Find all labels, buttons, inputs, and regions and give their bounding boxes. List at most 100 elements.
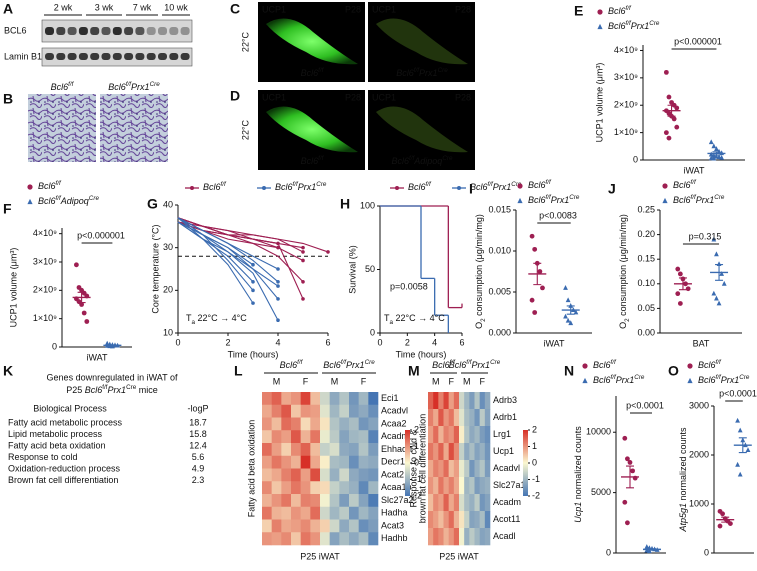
heatmap-cell — [453, 477, 460, 495]
blot-band — [112, 53, 122, 60]
heatmap-cell — [448, 494, 455, 512]
group-label: Bcl6f/f — [280, 359, 304, 370]
heatmap-cell — [474, 443, 480, 461]
histology-image — [28, 94, 96, 162]
row-label: Slc27a1 — [493, 480, 526, 490]
error-bar — [667, 104, 676, 117]
heatmap-cell — [469, 477, 475, 495]
heatmap-cell — [453, 528, 460, 546]
data-point — [79, 302, 84, 307]
heatmap-cell — [281, 443, 292, 457]
heatmap-cell — [281, 430, 292, 444]
text-part: f/f — [126, 81, 132, 88]
annotation: Ta 22°C → 4°C — [384, 313, 445, 326]
legend-label: Bcl6f/f — [203, 181, 227, 192]
heatmap-cell — [479, 511, 486, 529]
row-label: Adrb3 — [493, 395, 517, 405]
text-part: Prx1 — [108, 385, 127, 395]
heatmap-cell — [349, 455, 359, 469]
heatmap-cell — [339, 455, 350, 469]
text-part: f/f — [546, 179, 552, 186]
text-part: Prx1 — [131, 82, 150, 92]
text-part: Bcl6 — [51, 82, 69, 92]
heatmap-cell — [484, 409, 491, 427]
text-part: Cre — [490, 359, 501, 366]
table-title: P25 Bcl6f/fPrx1Cre mice — [66, 384, 157, 395]
text-part: Cre — [316, 181, 327, 188]
data-point — [625, 456, 630, 462]
y-tick-label: 0 — [52, 341, 57, 351]
heatmap-cell — [271, 468, 282, 482]
heatmap-cell — [291, 532, 301, 546]
heatmap-cell — [433, 392, 439, 410]
data-point — [714, 295, 719, 301]
text-part: Bcl6 — [593, 360, 611, 370]
heatmap-cell — [281, 481, 292, 495]
x-tick-label: iWAT — [684, 165, 705, 175]
heatmap-cell — [320, 481, 330, 495]
heatmap-cell — [300, 430, 311, 444]
heatmap-cell — [281, 417, 292, 431]
curve-end — [301, 297, 305, 301]
legend-label: Bcl6f/fPrx1Cre — [593, 374, 645, 385]
heatmap-cell — [479, 528, 486, 546]
error-bar — [715, 264, 724, 281]
histology-label: Bcl6f/f — [51, 81, 75, 92]
subgroup-label: F — [303, 376, 309, 386]
text-part: f/f — [466, 359, 472, 366]
y-tick-label: 4×10⁹ — [614, 45, 638, 55]
error-bar — [648, 548, 656, 551]
data-point — [719, 154, 725, 160]
y-tick-label: 0.15 — [637, 254, 655, 264]
legend-marker — [27, 198, 33, 205]
y-tick-label: 2000 — [689, 449, 709, 459]
text-part: Bcl6 — [528, 195, 546, 205]
heatmap-cell — [428, 477, 434, 495]
data-point — [84, 319, 90, 324]
heatmap-cell — [474, 460, 480, 478]
data-point — [565, 317, 571, 323]
heatmap-cell — [484, 477, 491, 495]
data-point — [663, 130, 669, 136]
y-tick-label: 4×10⁹ — [33, 228, 57, 238]
p-value: p<0.0083 — [539, 210, 577, 220]
text-part: f/f — [56, 180, 62, 187]
heatmap-cell — [459, 409, 465, 427]
text-part: Bcl6 — [673, 195, 691, 205]
panel-letter: B — [3, 91, 13, 107]
blot-band — [101, 53, 111, 60]
y-tick-label: 0 — [704, 547, 709, 557]
curve — [177, 217, 254, 291]
data-point — [532, 310, 538, 315]
heatmap-cell — [281, 494, 292, 508]
heatmap-cell — [443, 494, 449, 512]
heatmap-cell — [358, 443, 369, 457]
text-part: f/f — [293, 181, 299, 188]
heatmap-cell — [368, 481, 379, 495]
group-label: Bcl6f/fPrx1Cre — [449, 359, 501, 370]
legend-label: Bcl6f/fPrx1Cre — [673, 194, 725, 205]
heatmap-cell — [433, 409, 439, 427]
heatmap-cell — [320, 506, 330, 520]
heatmap-cell — [459, 528, 465, 546]
heatmap-cell — [453, 409, 460, 427]
heatmap-cell — [453, 443, 460, 461]
text-part: f/f — [691, 194, 697, 201]
heatmap-cell — [329, 481, 340, 495]
text-part: f/f — [626, 20, 632, 27]
heatmap-cell — [464, 392, 470, 410]
heatmap-cell — [300, 481, 311, 495]
data-point — [647, 548, 652, 554]
subgroup-label: F — [449, 376, 455, 386]
legend-label: Bcl6f/f — [528, 179, 552, 190]
row-label: Acadm — [493, 497, 521, 507]
data-point — [663, 69, 669, 75]
data-point — [573, 309, 579, 315]
text-part: f/f — [68, 81, 74, 88]
legend-label: Bcl6f/fPrx1Cre — [698, 374, 750, 385]
heatmap-cell — [438, 409, 444, 427]
y-tick-label: 10000 — [586, 427, 611, 437]
text-part: f/f — [450, 359, 456, 366]
y-tick-label: 0.005 — [488, 286, 511, 296]
heatmap-cell — [433, 460, 439, 478]
